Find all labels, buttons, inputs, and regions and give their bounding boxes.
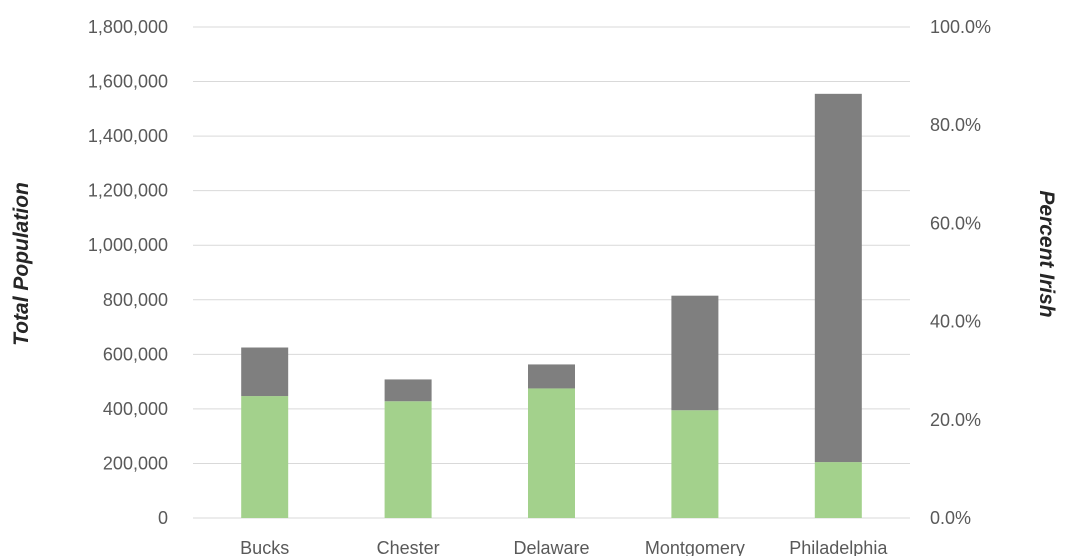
left-axis-ticks: 0 200,000 400,000 600,000 800,000 1,000,000 1,…: [88, 17, 168, 528]
x-tick-label: Bucks: [240, 538, 289, 556]
y-tick-label: 1,000,000: [88, 235, 168, 255]
bar-segment-upper: [241, 347, 289, 397]
bar-segment-lower: [241, 396, 289, 518]
y-tick-label: 400,000: [103, 399, 168, 419]
y2-tick-label: 20.0%: [930, 410, 981, 430]
gridlines: [193, 26, 910, 519]
y-tick-label: 1,200,000: [88, 181, 168, 201]
x-tick-label: Philadelphia: [789, 538, 888, 556]
y-tick-label: 800,000: [103, 290, 168, 310]
x-tick-label: Montgomery: [645, 538, 745, 556]
bar-segment-lower: [671, 410, 719, 518]
y-tick-label: 1,400,000: [88, 126, 168, 146]
x-tick-label: Chester: [377, 538, 440, 556]
right-axis-title: Percent Irish: [1035, 190, 1058, 317]
category-axis-ticks: Bucks Chester Delaware Montgomery Philadelph…: [240, 538, 888, 556]
bar-segment-lower: [814, 462, 862, 518]
y2-tick-label: 80.0%: [930, 115, 981, 135]
y-tick-label: 0: [158, 508, 168, 528]
bar-segment-upper: [528, 364, 575, 389]
y2-tick-label: 100.0%: [930, 17, 991, 37]
right-axis-ticks: 0.0% 20.0% 40.0% 60.0% 80.0% 100.0%: [930, 17, 991, 528]
y-tick-label: 1,800,000: [88, 17, 168, 37]
bar-segment-upper: [671, 295, 719, 411]
x-tick-label: Delaware: [513, 538, 589, 556]
bar-segment-upper: [384, 379, 432, 402]
bar-segment-upper: [814, 93, 862, 463]
y-tick-label: 200,000: [103, 453, 168, 473]
y-tick-label: 600,000: [103, 344, 168, 364]
bar-segment-lower: [528, 388, 575, 518]
left-axis-title: Total Population: [10, 182, 33, 346]
y-tick-label: 1,600,000: [88, 72, 168, 92]
y2-tick-label: 40.0%: [930, 312, 981, 332]
bar-segment-lower: [384, 401, 432, 518]
y2-tick-label: 60.0%: [930, 213, 981, 233]
bars: [241, 93, 862, 518]
y2-tick-label: 0.0%: [930, 508, 971, 528]
